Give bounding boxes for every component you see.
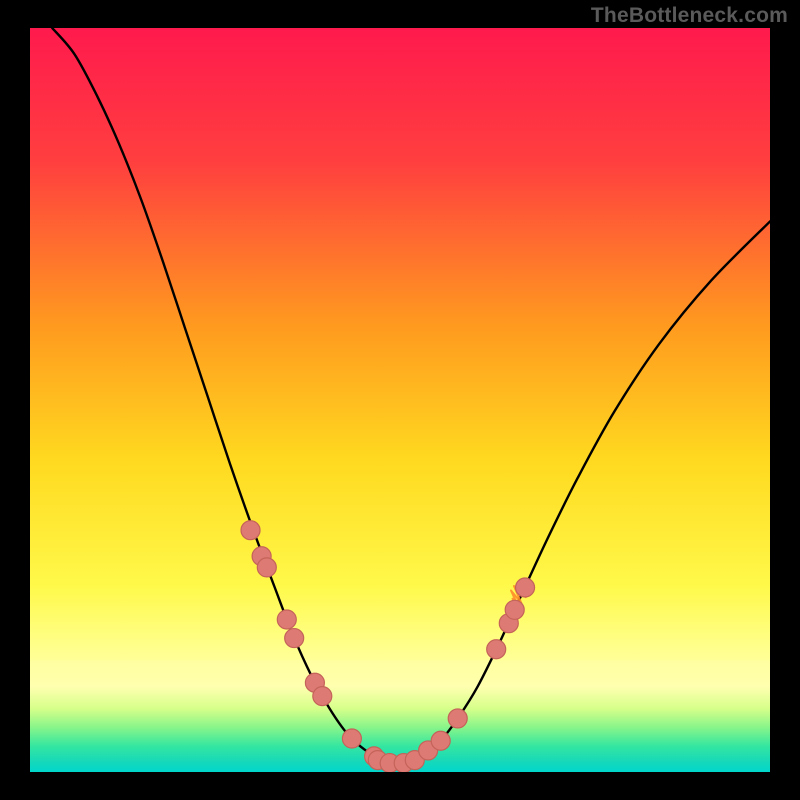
data-marker (448, 709, 467, 728)
data-marker (516, 578, 535, 597)
watermark-text: TheBottleneck.com (591, 4, 788, 28)
canvas: TheBottleneck.com (0, 0, 800, 800)
data-marker (431, 731, 450, 750)
data-marker (257, 558, 276, 577)
data-marker (487, 640, 506, 659)
data-marker (285, 629, 304, 648)
data-marker (505, 600, 524, 619)
data-marker (277, 610, 296, 629)
data-marker (313, 687, 332, 706)
data-marker (241, 521, 260, 540)
highlight-band (30, 660, 770, 676)
data-marker (342, 729, 361, 748)
chart-svg (30, 28, 770, 772)
plot-area (30, 28, 770, 772)
